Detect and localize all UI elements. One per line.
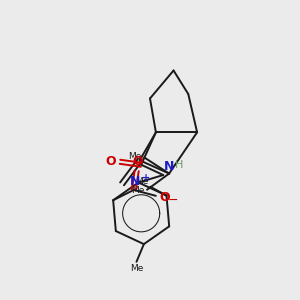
- Text: Me: Me: [128, 152, 142, 161]
- Text: O: O: [106, 155, 116, 168]
- Text: N: N: [130, 176, 141, 188]
- Text: Me: Me: [136, 177, 149, 186]
- Text: Me: Me: [130, 264, 143, 273]
- Text: N: N: [164, 160, 175, 173]
- Text: H: H: [175, 160, 183, 170]
- Text: +: +: [142, 173, 150, 184]
- Text: O: O: [159, 190, 170, 203]
- Text: −: −: [168, 194, 178, 206]
- Text: Me: Me: [131, 186, 145, 195]
- Text: O: O: [133, 155, 143, 168]
